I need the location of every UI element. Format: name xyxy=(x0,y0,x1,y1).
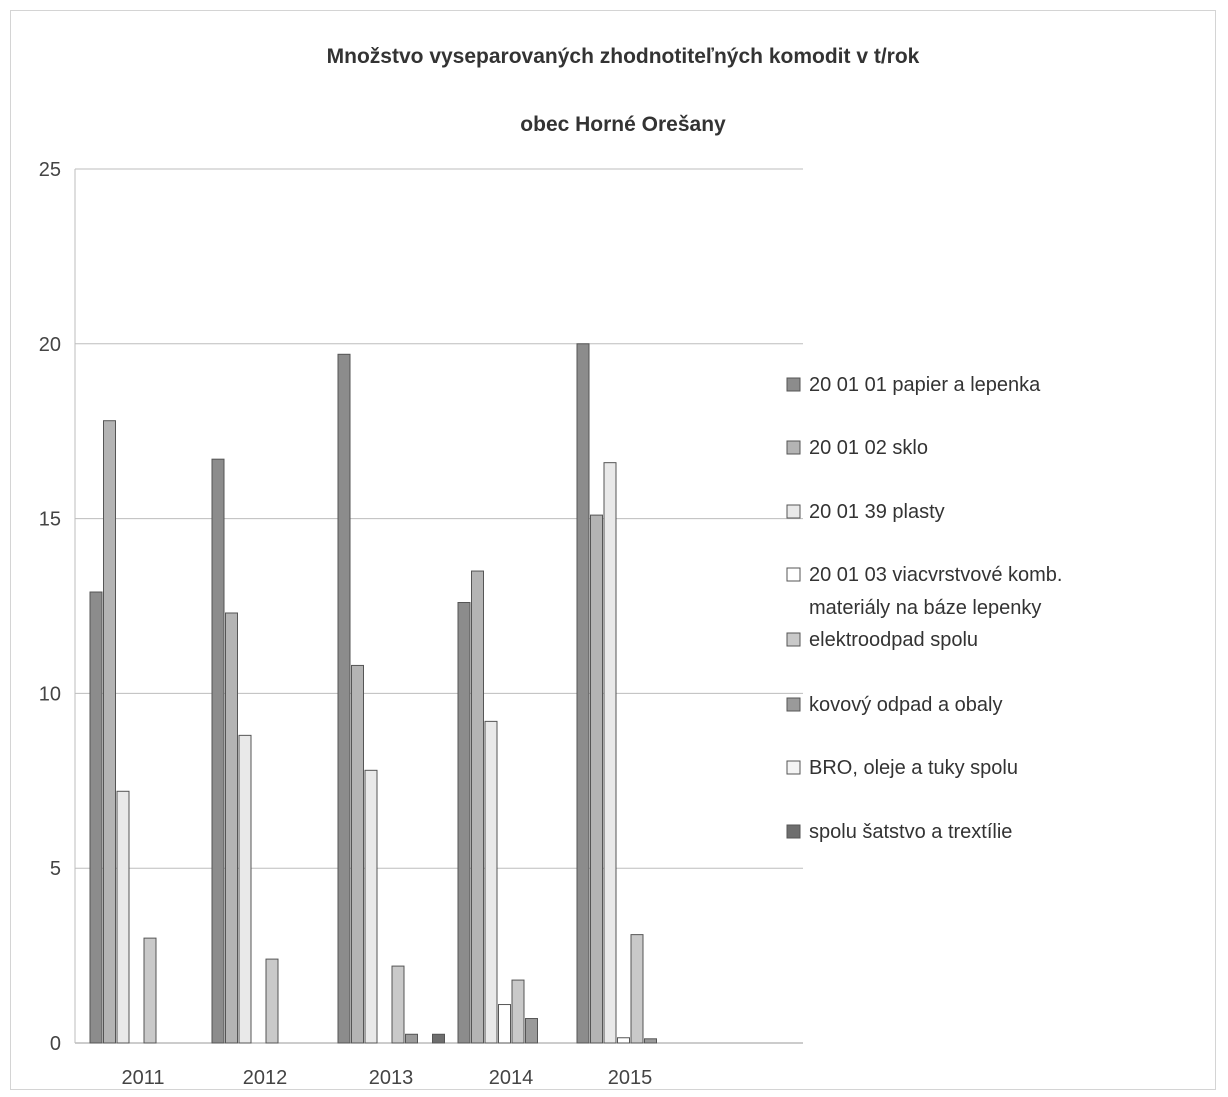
bar-2015-series-3 xyxy=(603,462,617,1044)
x-tick-label: 2011 xyxy=(121,1067,164,1089)
bar-2014-series-5 xyxy=(511,979,525,1044)
x-tick-label: 2014 xyxy=(489,1067,534,1089)
bar-2012-series-1 xyxy=(211,458,225,1044)
legend-swatch-4 xyxy=(786,567,801,582)
legend-swatch-3 xyxy=(786,504,801,519)
chart-title: Množstvo vyseparovaných zhodnotiteľných … xyxy=(327,45,920,68)
bar-2015-series-6 xyxy=(644,1038,657,1044)
legend-swatch-5 xyxy=(786,632,801,647)
bar-2011-series-2 xyxy=(103,420,116,1044)
bar-chart: Množstvo vyseparovaných zhodnotiteľných … xyxy=(39,45,1063,1089)
x-tick-label: 2012 xyxy=(243,1067,288,1089)
bar-2014-series-6 xyxy=(525,1018,538,1044)
legend-label-7: BRO, oleje a tuky spolu xyxy=(809,757,1018,779)
bar-2015-series-5 xyxy=(630,934,644,1044)
bar-2011-series-5 xyxy=(143,937,157,1044)
gridlines xyxy=(74,168,803,1044)
bar-2013-series-6 xyxy=(405,1033,418,1044)
bar-2014-series-4 xyxy=(498,1004,511,1044)
chart-frame: Množstvo vyseparovaných zhodnotiteľných … xyxy=(10,10,1216,1090)
x-tick-label: 2013 xyxy=(369,1067,414,1089)
x-tick-label: 2015 xyxy=(608,1067,653,1089)
legend-label-5: elektroodpad spolu xyxy=(809,629,978,651)
y-tick-label: 15 xyxy=(39,509,61,531)
bar-2013-series-1 xyxy=(337,353,351,1044)
bar-2015-series-4 xyxy=(617,1037,630,1044)
bars xyxy=(89,343,657,1044)
legend-label-3: 20 01 39 plasty xyxy=(809,501,945,523)
bar-2012-series-5 xyxy=(265,958,279,1044)
legend-swatch-2 xyxy=(786,440,801,455)
x-axis-ticks: 2011 2012 2013 2014 2015 xyxy=(121,1067,652,1089)
legend-label-1: 20 01 01 papier a lepenka xyxy=(809,374,1041,396)
bar-2015-series-2 xyxy=(590,514,603,1044)
bar-2013-series-2 xyxy=(351,664,364,1044)
legend-swatch-7 xyxy=(786,760,801,775)
legend-swatch-1 xyxy=(786,377,801,392)
y-tick-label: 0 xyxy=(50,1033,61,1055)
bar-2015-series-1 xyxy=(576,343,590,1044)
bar-2013-series-8 xyxy=(432,1033,445,1044)
legend-label-4: 20 01 03 viacvrstvové komb. xyxy=(809,564,1062,586)
legend: 20 01 01 papier a lepenka 20 01 02 sklo 20… xyxy=(786,374,1062,843)
y-tick-label: 20 xyxy=(39,334,61,356)
bar-2014-series-3 xyxy=(484,720,498,1044)
bar-2011-series-1 xyxy=(89,591,103,1044)
bar-2013-series-3 xyxy=(364,769,378,1044)
bar-2014-series-2 xyxy=(471,570,484,1044)
legend-swatch-8 xyxy=(786,824,801,839)
bar-2012-series-3 xyxy=(238,734,252,1044)
y-tick-label: 25 xyxy=(39,159,61,181)
bar-2013-series-5 xyxy=(391,965,405,1044)
legend-label-6: kovový odpad a obaly xyxy=(809,694,1002,716)
legend-swatch-6 xyxy=(786,697,801,712)
bar-2014-series-1 xyxy=(457,602,471,1044)
legend-label-8: spolu šatstvo a trextílie xyxy=(809,821,1012,843)
y-tick-label: 5 xyxy=(50,858,61,880)
legend-label-4: materiály na báze lepenky xyxy=(809,597,1041,619)
legend-label-2: 20 01 02 sklo xyxy=(809,437,928,459)
bar-2011-series-3 xyxy=(116,790,130,1044)
bar-2012-series-2 xyxy=(225,612,238,1044)
y-axis-ticks: 0 5 10 15 20 25 xyxy=(39,159,61,1055)
y-tick-label: 10 xyxy=(39,683,61,705)
chart-subtitle: obec Horné Orešany xyxy=(520,113,726,136)
